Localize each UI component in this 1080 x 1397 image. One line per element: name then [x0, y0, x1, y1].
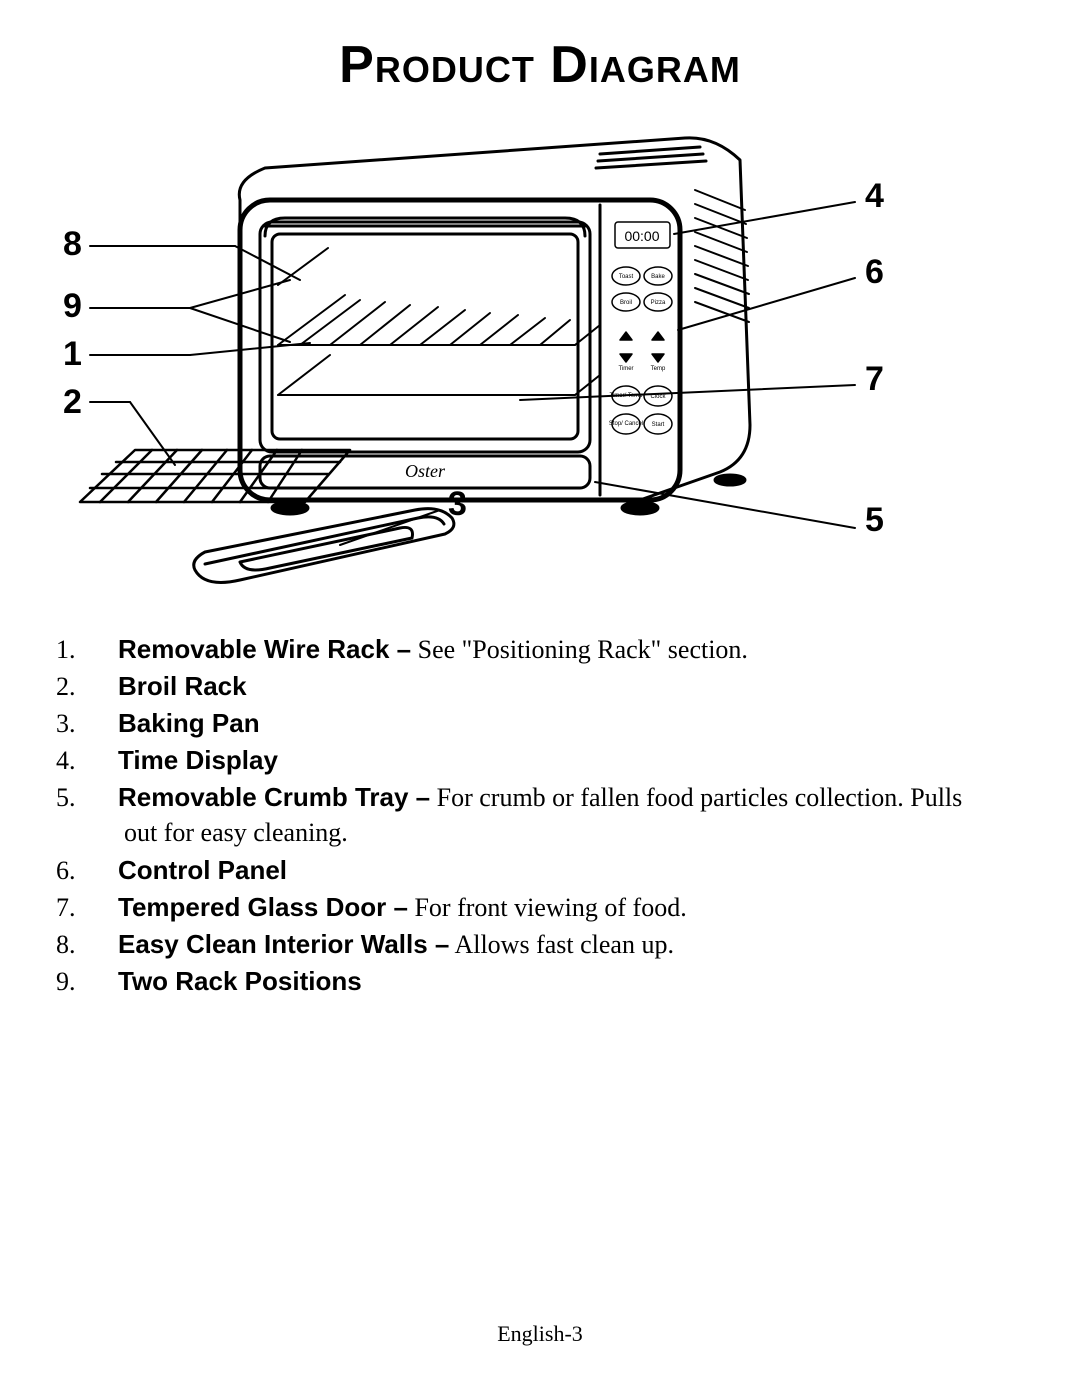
page: Product Diagram — [0, 0, 1080, 1397]
callout-7: 7 — [865, 360, 884, 399]
item-number: 4. — [90, 743, 118, 778]
item-name: Tempered Glass Door – — [118, 892, 408, 922]
item-name: Control Panel — [118, 855, 287, 885]
svg-text:Stop/ Cancel: Stop/ Cancel — [609, 421, 643, 427]
item-name: Two Rack Positions — [118, 966, 362, 996]
item-number: 3. — [90, 706, 118, 741]
item-number: 2. — [90, 669, 118, 704]
callout-9: 9 — [63, 287, 82, 326]
svg-text:Bake: Bake — [651, 274, 665, 280]
parts-list-item: 3. Baking Pan — [90, 706, 995, 741]
item-name: Removable Wire Rack – — [118, 634, 411, 664]
callout-5: 5 — [865, 501, 884, 540]
svg-text:Temp: Temp — [651, 366, 666, 372]
svg-text:Start: Start — [652, 422, 665, 428]
callout-4: 4 — [865, 177, 884, 216]
svg-text:Timer/ Temp: Timer/ Temp — [609, 393, 643, 399]
item-number: 5. — [90, 780, 118, 815]
item-name: Baking Pan — [118, 708, 260, 738]
svg-text:Pizza: Pizza — [651, 300, 666, 306]
item-description: See "Positioning Rack" section. — [411, 635, 748, 664]
item-description: Allows fast clean up. — [449, 930, 674, 959]
callout-2: 2 — [63, 383, 82, 422]
callout-8: 8 — [63, 225, 82, 264]
svg-text:Toast: Toast — [619, 274, 634, 280]
item-description: For front viewing of food. — [408, 893, 687, 922]
parts-list-item: 2. Broil Rack — [90, 669, 995, 704]
parts-list-item: 8. Easy Clean Interior Walls – Allows fa… — [90, 927, 995, 962]
item-name: Easy Clean Interior Walls – — [118, 929, 449, 959]
svg-text:Clock: Clock — [650, 394, 666, 400]
parts-list-item: 9. Two Rack Positions — [90, 964, 995, 999]
callout-6: 6 — [865, 253, 884, 292]
parts-list-item: 4. Time Display — [90, 743, 995, 778]
item-number: 1. — [90, 632, 118, 667]
item-name: Removable Crumb Tray – — [118, 782, 430, 812]
svg-text:Broil: Broil — [620, 300, 632, 306]
item-number: 8. — [90, 927, 118, 962]
parts-list-item: 6. Control Panel — [90, 853, 995, 888]
oven-illustration: 00:00 Oster Toast Bake Broil Pizza Timer… — [40, 130, 1040, 670]
item-number: 6. — [90, 853, 118, 888]
item-number: 7. — [90, 890, 118, 925]
item-name: Time Display — [118, 745, 278, 775]
brand-label: Oster — [405, 461, 446, 481]
svg-text:Timer: Timer — [618, 366, 633, 372]
item-number: 9. — [90, 964, 118, 999]
parts-list: 1. Removable Wire Rack – See "Positionin… — [90, 632, 995, 1001]
item-name: Broil Rack — [118, 671, 247, 701]
callout-1: 1 — [63, 335, 82, 374]
display-readout: 00:00 — [624, 228, 659, 244]
page-title: Product Diagram — [0, 35, 1080, 95]
parts-list-item: 5. Removable Crumb Tray – For crumb or f… — [90, 780, 995, 850]
callout-3: 3 — [448, 485, 467, 524]
product-diagram: 00:00 Oster Toast Bake Broil Pizza Timer… — [40, 130, 1040, 630]
parts-list-item: 1. Removable Wire Rack – See "Positionin… — [90, 632, 995, 667]
parts-list-item: 7. Tempered Glass Door – For front viewi… — [90, 890, 995, 925]
page-footer: English-3 — [0, 1321, 1080, 1347]
